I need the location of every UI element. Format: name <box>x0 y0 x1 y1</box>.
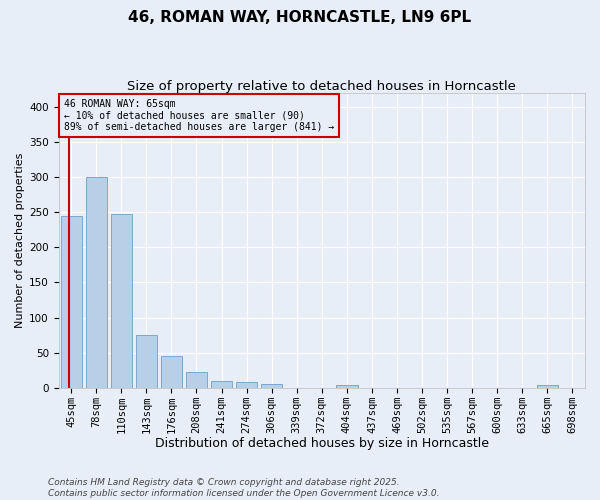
Title: Size of property relative to detached houses in Horncastle: Size of property relative to detached ho… <box>127 80 516 93</box>
Bar <box>336 385 358 388</box>
Bar <box>261 384 283 388</box>
Text: 46 ROMAN WAY: 65sqm
← 10% of detached houses are smaller (90)
89% of semi-detach: 46 ROMAN WAY: 65sqm ← 10% of detached ho… <box>64 99 334 132</box>
Bar <box>211 380 232 388</box>
X-axis label: Distribution of detached houses by size in Horncastle: Distribution of detached houses by size … <box>155 437 489 450</box>
Text: Contains HM Land Registry data © Crown copyright and database right 2025.
Contai: Contains HM Land Registry data © Crown c… <box>48 478 439 498</box>
Bar <box>86 177 107 388</box>
Bar <box>110 214 132 388</box>
Bar <box>537 385 558 388</box>
Bar <box>236 382 257 388</box>
Text: 46, ROMAN WAY, HORNCASTLE, LN9 6PL: 46, ROMAN WAY, HORNCASTLE, LN9 6PL <box>128 10 472 25</box>
Bar <box>161 356 182 388</box>
Bar <box>61 216 82 388</box>
Bar <box>136 335 157 388</box>
Y-axis label: Number of detached properties: Number of detached properties <box>15 152 25 328</box>
Bar <box>186 372 207 388</box>
